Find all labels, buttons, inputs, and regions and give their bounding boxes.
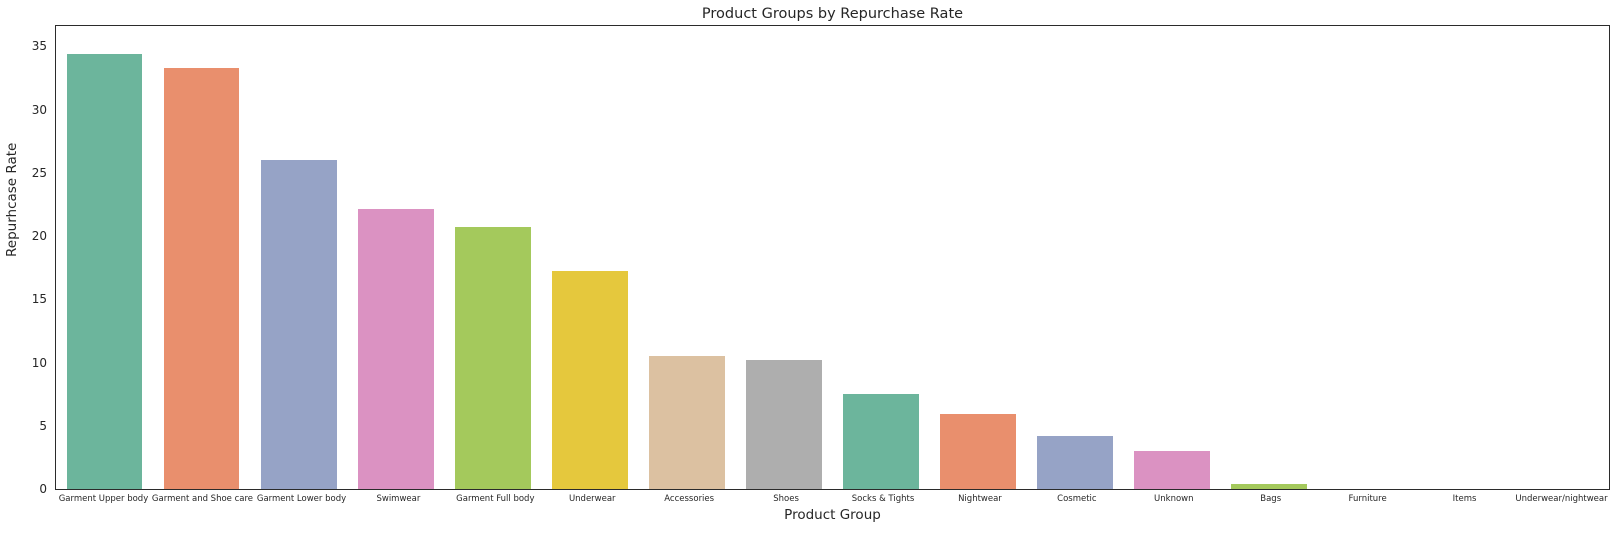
x-tick-label: Nightwear	[958, 494, 1002, 504]
bar-slot	[1221, 26, 1318, 489]
x-tick-label: Swimwear	[376, 494, 421, 504]
bar-slot	[347, 26, 444, 489]
bar-slot	[541, 26, 638, 489]
y-axis-label: Repurhcase Rate	[4, 142, 20, 257]
bar	[454, 227, 531, 489]
y-tick-label: 25	[31, 165, 47, 180]
chart-title: Product Groups by Repurchase Rate	[701, 6, 964, 22]
y-tick-label: 20	[31, 229, 47, 243]
bar	[1231, 483, 1308, 489]
bar-slot	[1027, 26, 1124, 489]
x-tick-label: Underwear	[568, 494, 616, 504]
x-tick-label: Items	[1452, 494, 1477, 504]
x-tick-label: Accessories	[664, 494, 715, 504]
bar-slot	[1415, 26, 1512, 489]
bar	[746, 359, 822, 489]
x-tick-label: Garment Full body	[456, 494, 535, 504]
x-tick-label: Furniture	[1348, 494, 1387, 504]
bar	[260, 160, 337, 489]
bar-slot	[638, 26, 735, 489]
bar-slot	[833, 26, 930, 489]
x-axis-ticks: Garment Upper body Garment and Shoe care G…	[55, 494, 1610, 504]
y-tick-label: 35	[31, 39, 47, 54]
x-tick-label: Socks & Tights	[851, 494, 915, 504]
x-tick-label: Garment Upper body	[58, 494, 149, 504]
x-tick-label: Garment Lower body	[256, 494, 347, 504]
bar-slot	[444, 26, 541, 489]
x-tick-label: Cosmetic	[1057, 494, 1097, 504]
x-tick-label: Underwear/nightwear	[1515, 494, 1608, 504]
bar-slot	[1512, 26, 1609, 489]
x-tick-label: Garment and Shoe care	[151, 494, 254, 504]
bar	[357, 209, 434, 489]
bar	[1134, 451, 1211, 489]
bar	[163, 67, 240, 489]
bars-row	[56, 26, 1609, 489]
y-tick-label: 5	[39, 418, 47, 433]
bar	[649, 356, 725, 489]
bar-slot	[56, 26, 153, 489]
bar-slot	[1318, 26, 1415, 489]
x-axis-label: Product Group	[784, 507, 881, 523]
bar	[551, 271, 628, 489]
x-tick-label: Unknown	[1154, 494, 1194, 504]
bar	[1037, 435, 1113, 489]
bar	[940, 414, 1016, 489]
bar-slot	[250, 26, 347, 489]
bar	[66, 53, 143, 489]
plot-area: 0 5 10 15 20 25 30 35	[32, 25, 1610, 496]
x-tick-label: Bags	[1260, 494, 1282, 504]
x-tick-label: Shoes	[773, 494, 799, 504]
bar-slot	[153, 26, 250, 489]
y-tick-label: 10	[31, 355, 47, 370]
y-tick-label: 0	[39, 482, 47, 496]
y-tick-label: 15	[31, 292, 47, 307]
bar-slot	[1124, 26, 1221, 489]
y-tick-label: 30	[31, 102, 47, 117]
bar	[843, 394, 919, 489]
bar-slot	[930, 26, 1027, 489]
bar-slot	[735, 26, 832, 489]
